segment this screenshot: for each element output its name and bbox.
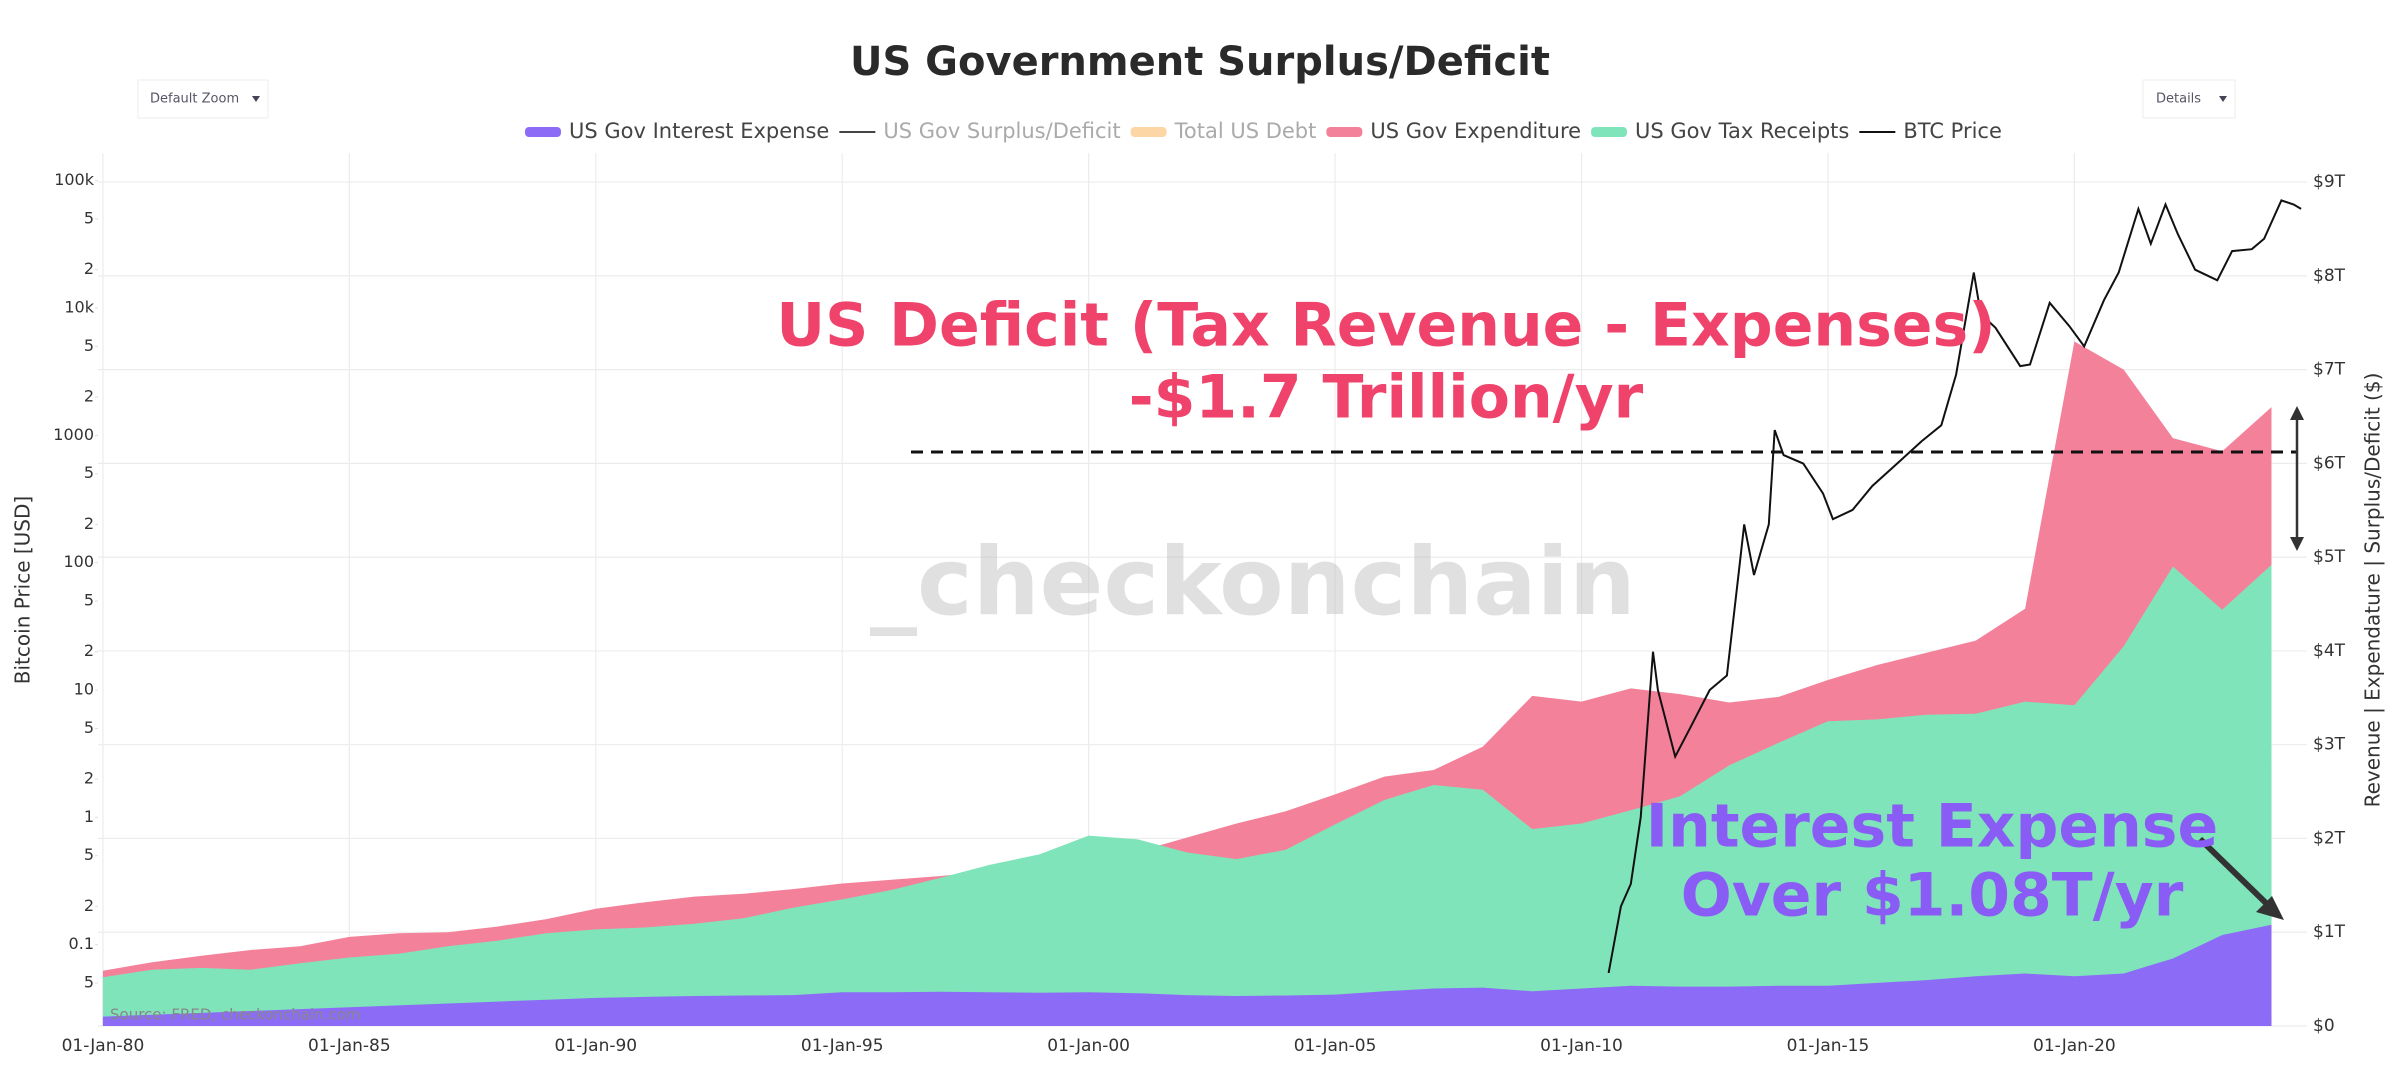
x-tick-label: 01-Jan-00 [1047,1036,1130,1056]
annotation: -$1.7 Trillion/yr [1129,363,1644,433]
x-tick-label: 01-Jan-80 [62,1036,145,1056]
legend-swatch [1130,127,1167,137]
y-tick-label: 2 [84,769,94,788]
dropdown-arrow[interactable] [2219,96,2227,102]
y2-tick-label: $3T [2313,735,2346,755]
chart-title: US Government Surplus/Deficit [850,39,1550,85]
x-tick-label: 01-Jan-95 [801,1036,884,1056]
button-box[interactable] [2142,79,2236,119]
y-tick-label: 2 [84,896,94,915]
legend-label: US Gov Tax Receipts [1635,119,1849,143]
y-tick-label: 2 [84,387,94,406]
annotation: US Deficit (Tax Revenue - Expenses) [776,291,1995,361]
watermark: _checkonchain [870,528,1636,637]
y-tick-label: 5 [84,463,94,482]
legend-item[interactable]: US Gov Tax Receipts [1591,119,1849,143]
legend: US Gov Interest Expense US Gov Surplus/De… [525,119,2002,143]
annotation-shapes [911,406,2304,920]
y-tick-label: 5 [84,336,94,355]
button-box[interactable] [137,79,269,119]
y2-axis-title: Revenue | Expendature | Surplus/Deficit … [2361,373,2385,808]
legend-label: Total US Debt [1174,119,1317,143]
x-tick-label: 01-Jan-85 [308,1036,391,1056]
y-tick-label: 1000 [53,425,94,444]
y2-tick-label: $1T [2313,922,2346,942]
y-tick-label: 1 [84,807,94,826]
y2-tick-label: $9T [2313,172,2346,192]
y2-tick-label: $2T [2313,828,2346,848]
button-label[interactable]: Default Zoom [150,92,239,107]
plot [102,341,2272,1026]
y-tick-label: 2 [84,641,94,660]
legend-label: US Gov Interest Expense [569,119,829,143]
y-tick-label: 5 [84,845,94,864]
x-tick-label: 01-Jan-05 [1294,1036,1377,1056]
legend-label: US Gov Expenditure [1370,119,1581,143]
legend-item[interactable]: US Gov Expenditure [1326,119,1581,143]
area [102,564,2272,1026]
y-tick-label: 5 [84,209,94,228]
y-tick-label: 0.1 [69,934,94,953]
zoom-button[interactable]: Default Zoom [137,79,269,119]
annotation: Over $1.08T/yr [1681,861,2184,931]
y-tick-label: 100k [54,170,95,189]
arrow-head [2256,896,2284,920]
x-tick-label: 01-Jan-90 [554,1036,637,1056]
y-tick-label: 100 [63,552,94,571]
y-tick-label: 2 [84,259,94,278]
button-label[interactable]: Details [2156,92,2201,107]
legend-swatch [1326,127,1363,137]
legend-item[interactable]: US Gov Interest Expense [525,119,829,143]
legend-swatch [1591,127,1628,137]
legend-label: BTC Price [1903,119,2002,143]
y2-tick-label: $4T [2313,641,2346,661]
y-tick-label: 5 [84,591,94,610]
area [102,924,2272,1026]
details-button[interactable]: Details [2142,79,2236,119]
x-tick-label: 01-Jan-20 [2033,1036,2116,1056]
y2-tick-label: $6T [2313,453,2346,473]
y-axis-title: Bitcoin Price [USD] [11,496,35,684]
arrow [2197,836,2271,908]
y-tick-label: 5 [84,718,94,737]
y2-tick-label: $7T [2313,360,2346,380]
annotation: Interest Expense [1646,792,2218,862]
lines [1607,199,2302,974]
legend-item[interactable]: Total US Debt [1130,119,1317,143]
y-tick-label: 10 [74,680,94,699]
y2-tick-label: $5T [2313,547,2346,567]
y-tick-label: 2 [84,514,94,533]
legend-swatch [525,127,561,137]
y-tick-label: 5 [84,973,94,992]
dropdown-arrow[interactable] [252,96,260,102]
x-tick-label: 01-Jan-15 [1787,1036,1870,1056]
y2-tick-label: $8T [2313,266,2346,286]
x-tick-label: 01-Jan-10 [1540,1036,1623,1056]
legend-item[interactable]: US Gov Surplus/Deficit [839,119,1121,143]
y-tick-label: 10k [64,298,94,317]
source-note: Source: FRED, checkonchain.com [110,1006,360,1024]
legend-item[interactable]: BTC Price [1859,119,2002,143]
legend-label: US Gov Surplus/Deficit [883,119,1120,143]
line [1607,199,2302,974]
y2-tick-label: $0 [2313,1016,2335,1036]
